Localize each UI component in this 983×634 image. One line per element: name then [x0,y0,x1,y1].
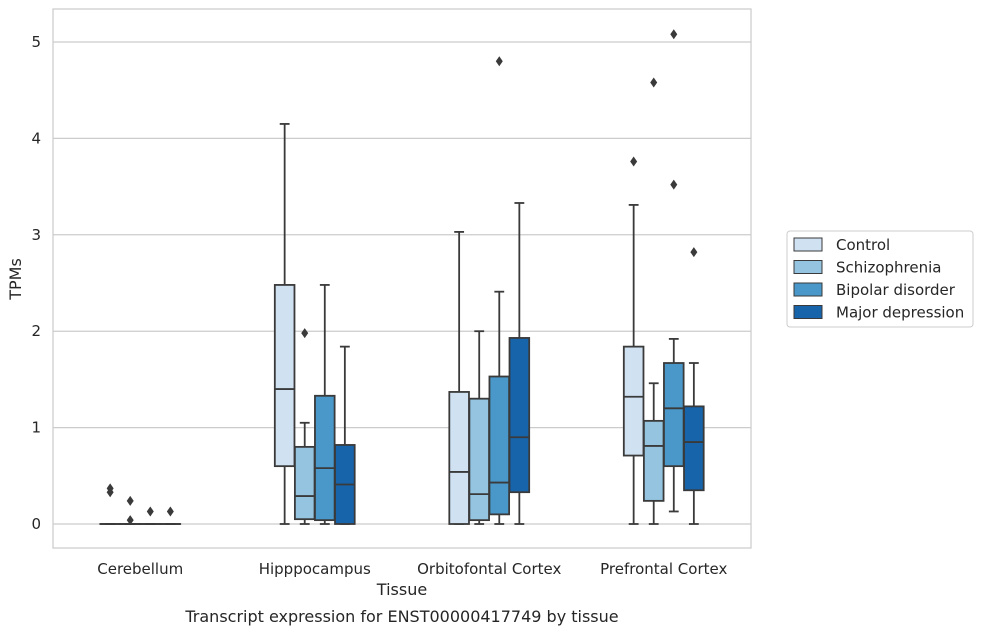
legend-swatch [793,237,823,252]
box-iqr [293,445,316,521]
box-iqr [683,405,705,492]
legend-frame [786,230,974,328]
box-iqr [314,394,336,522]
box-major-depression [159,506,182,525]
chart-caption: Transcript expression for ENST0000041774… [184,607,618,626]
outlier-point [166,506,174,517]
box-control [622,156,645,525]
box-schizophrenia [642,77,665,525]
y-tick-label: 4 [31,129,41,147]
x-tick-label: Hipppocampus [259,560,371,578]
legend: Control Schizophrenia Bipolar disorder Majo… [786,230,974,328]
box-major-depression [683,247,705,525]
outlier-point [301,328,309,339]
box-schizophrenia [293,328,316,525]
y-tick-label: 2 [31,322,41,340]
outlier-point [670,29,678,40]
legend-swatch [793,282,823,297]
y-tick-label: 1 [31,419,41,437]
box-iqr [468,397,490,522]
outlier-point [670,179,678,190]
legend-swatch [793,260,823,274]
outlier-point [146,506,154,517]
legend-swatch [793,305,823,319]
box-iqr [273,284,296,468]
legend-label: Major depression [836,304,964,322]
box-control [273,123,296,525]
box-bipolar-disorder [314,284,336,525]
outlier-point [650,77,658,88]
box-major-depression [508,202,531,525]
x-tick-label: Orbitofontal Cortex [417,560,561,578]
x-tick-label: Cerebellum [97,560,183,578]
box-iqr [448,391,470,525]
outlier-point [126,495,134,506]
legend-label: Control [836,236,890,254]
outlier-point [106,483,114,494]
box-bipolar-disorder [488,56,511,525]
box-bipolar-disorder [139,506,162,525]
box-iqr [622,345,645,457]
legend-label: Schizophrenia [836,259,941,277]
boxes-layer [99,29,705,526]
outlier-point [690,247,698,258]
y-tick-label: 0 [31,515,41,533]
y-tick-label: 3 [31,226,41,244]
box-major-depression [334,345,356,525]
y-tick-label: 5 [31,33,41,51]
box-schizophrenia [468,330,490,525]
legend-label: Bipolar disorder [836,281,956,299]
x-tick-label: Prefrontal Cortex [600,560,727,578]
box-iqr [663,362,685,468]
x-axis-label: Tissue [376,580,427,599]
outlier-point [495,56,503,67]
box-control [99,483,121,525]
outlier-point [630,156,638,167]
x-tick-labels: Cerebellum Hipppocampus Orbitofontal Corte… [97,560,727,578]
box-control [448,231,470,525]
box-iqr [508,337,531,494]
y-axis-label: TPMs [6,258,25,301]
box-bipolar-disorder [663,29,685,513]
outlier-point [126,515,134,526]
y-tick-labels: 0 1 2 3 4 5 [31,33,41,533]
box-schizophrenia [119,495,141,526]
box-iqr [642,419,665,502]
plot-area-frame [52,8,752,549]
box-iqr [488,375,511,516]
